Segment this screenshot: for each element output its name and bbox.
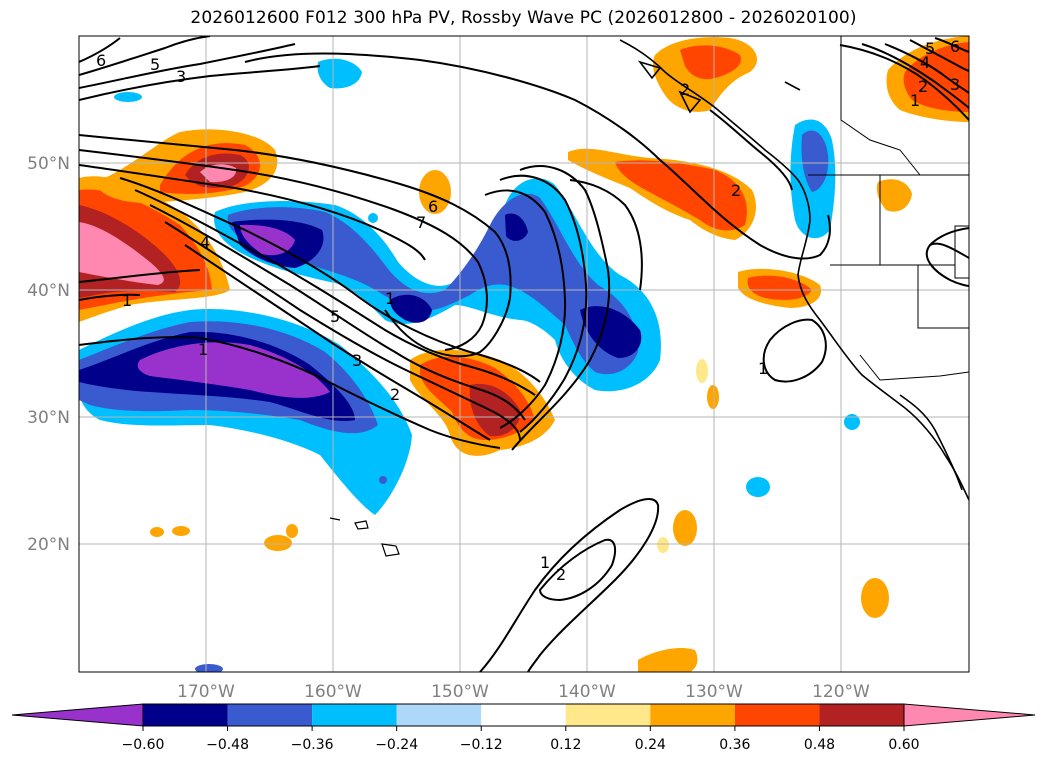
colorbar-tick-label: 0.48 bbox=[804, 737, 835, 753]
contour-label: 1 bbox=[198, 340, 208, 359]
colorbar-tick-label: 0.60 bbox=[888, 737, 919, 753]
colorbar-box bbox=[227, 704, 313, 726]
lon-label: 120°W bbox=[812, 682, 870, 702]
contour-label: 2 bbox=[918, 77, 928, 96]
contour-label: 5 bbox=[150, 55, 160, 74]
colorbar-box bbox=[734, 704, 820, 726]
contour-labels: 6 5 3 7 6 4 1 5 1 3 2 2 1 1 2 6 5 4 3 2 … bbox=[96, 37, 960, 584]
contour-label: 7 bbox=[416, 213, 426, 232]
contour-label: 1 bbox=[540, 553, 550, 572]
islands bbox=[329, 517, 400, 557]
latitude-labels: 50°N 40°N 30°N 20°N bbox=[27, 154, 70, 555]
coastlines bbox=[619, 39, 969, 501]
colorbar-tick-label: 0.12 bbox=[550, 737, 581, 753]
colorbar-box bbox=[396, 704, 482, 726]
lon-label: 170°W bbox=[177, 682, 235, 702]
lat-label: 30°N bbox=[27, 408, 70, 428]
contour-label: 1 bbox=[910, 91, 920, 110]
contour-label: 6 bbox=[96, 51, 106, 70]
contour-label: 6 bbox=[428, 197, 438, 216]
pv-contours bbox=[79, 36, 969, 672]
lon-label: 150°W bbox=[431, 682, 489, 702]
colorbar-extension-low bbox=[11, 703, 144, 727]
contour-label: 2 bbox=[390, 385, 400, 404]
colorbar-box bbox=[481, 704, 566, 726]
colorbar-extension-high bbox=[903, 703, 1036, 727]
contour-label: 3 bbox=[176, 67, 186, 86]
colorbar-box bbox=[819, 704, 904, 726]
colorbar-box bbox=[143, 704, 228, 726]
lon-label: 140°W bbox=[558, 682, 616, 702]
contour-label: 2 bbox=[731, 181, 741, 200]
colorbar-tick-label: −0.36 bbox=[291, 737, 334, 753]
colorbar-tick-label: −0.60 bbox=[122, 737, 165, 753]
contour-label: 4 bbox=[920, 53, 930, 72]
colorbar-tick-label: −0.12 bbox=[460, 737, 503, 753]
lat-label: 20°N bbox=[27, 535, 70, 555]
contour-label: 2 bbox=[556, 565, 566, 584]
colorbar-box bbox=[565, 704, 651, 726]
longitude-labels: 170°W 160°W 150°W 140°W 130°W 120°W bbox=[177, 682, 870, 702]
map-frame bbox=[78, 35, 970, 673]
contour-label: 6 bbox=[950, 37, 960, 56]
contour-label: 5 bbox=[330, 307, 340, 326]
lat-label: 40°N bbox=[27, 281, 70, 301]
contour-label: 1 bbox=[758, 359, 768, 378]
colorbar-frame bbox=[142, 703, 905, 727]
colorbar-box bbox=[650, 704, 735, 726]
colorbar-tick-label: −0.24 bbox=[375, 737, 418, 753]
lon-label: 160°W bbox=[304, 682, 362, 702]
political-borders bbox=[808, 36, 969, 381]
contour-label: 3 bbox=[352, 351, 362, 370]
contour-label: 2 bbox=[680, 80, 690, 99]
lat-label: 50°N bbox=[27, 154, 70, 174]
colorbar-tick-label: −0.48 bbox=[206, 737, 249, 753]
colorbar-tick-label: 0.36 bbox=[719, 737, 750, 753]
map-gridlines bbox=[79, 36, 969, 672]
colorbar-tick-label: 0.24 bbox=[635, 737, 666, 753]
contour-label: 4 bbox=[200, 233, 210, 252]
contour-label: 5 bbox=[925, 39, 935, 58]
contour-label: 3 bbox=[950, 75, 960, 94]
colorbar-box bbox=[312, 704, 397, 726]
contour-label: 1 bbox=[122, 291, 132, 310]
contour-label: 1 bbox=[385, 289, 395, 308]
colorbar: −0.60 −0.48 −0.36 −0.24 −0.12 0.12 0.24 0.36 0.4… bbox=[11, 703, 1036, 753]
lon-label: 130°W bbox=[685, 682, 743, 702]
chart-title: 2026012600 F012 300 hPa PV, Rossby Wave … bbox=[190, 8, 857, 28]
